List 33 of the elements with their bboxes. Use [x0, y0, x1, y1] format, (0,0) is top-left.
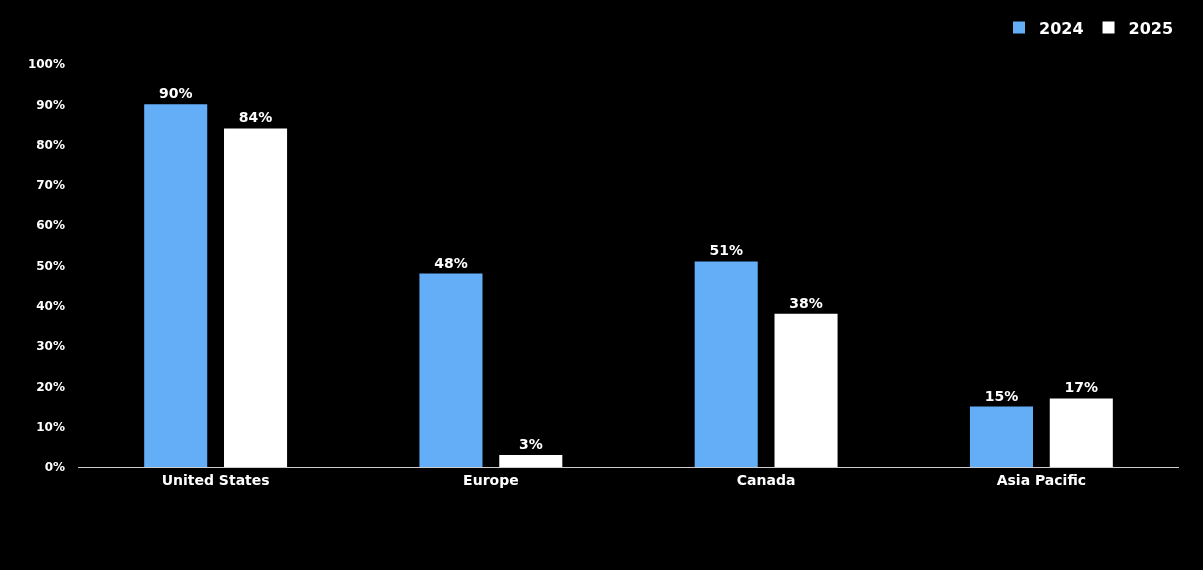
- bar: [419, 273, 483, 467]
- bar: [144, 104, 208, 467]
- x-tick-label: Asia Pacific: [996, 471, 1087, 488]
- x-tick-label: Canada: [736, 471, 796, 488]
- data-label: 90%: [158, 85, 193, 102]
- y-tick-label: 70%: [36, 178, 65, 193]
- data-label: 51%: [709, 242, 743, 259]
- y-tick-label: 40%: [36, 299, 65, 313]
- bar: [224, 128, 288, 467]
- data-label: 17%: [1064, 379, 1099, 396]
- x-tick-label: United States: [161, 471, 270, 488]
- data-label: 84%: [238, 109, 273, 126]
- y-tick-label: 90%: [36, 97, 65, 112]
- y-tick-label: 50%: [36, 258, 65, 273]
- y-tick-label: 60%: [36, 218, 65, 233]
- bar: [774, 313, 838, 467]
- y-tick-label: 10%: [36, 419, 65, 434]
- x-tick-label: Europe: [463, 471, 519, 488]
- y-tick-label: 0%: [44, 460, 65, 475]
- legend-label: 2024: [1039, 18, 1084, 38]
- data-label: 3%: [518, 435, 543, 452]
- legend-label: 2025: [1128, 18, 1174, 38]
- data-label: 38%: [789, 294, 823, 311]
- y-tick-label: 30%: [36, 339, 65, 354]
- y-tick-label: 80%: [36, 137, 65, 152]
- y-tick-label: 20%: [36, 379, 65, 394]
- bar: [969, 406, 1033, 467]
- bar: [499, 454, 563, 467]
- bar: [694, 261, 758, 467]
- bar: [1049, 398, 1113, 467]
- data-label: 48%: [434, 254, 468, 271]
- y-tick-label: 100%: [27, 57, 65, 72]
- data-label: 15%: [984, 387, 1019, 404]
